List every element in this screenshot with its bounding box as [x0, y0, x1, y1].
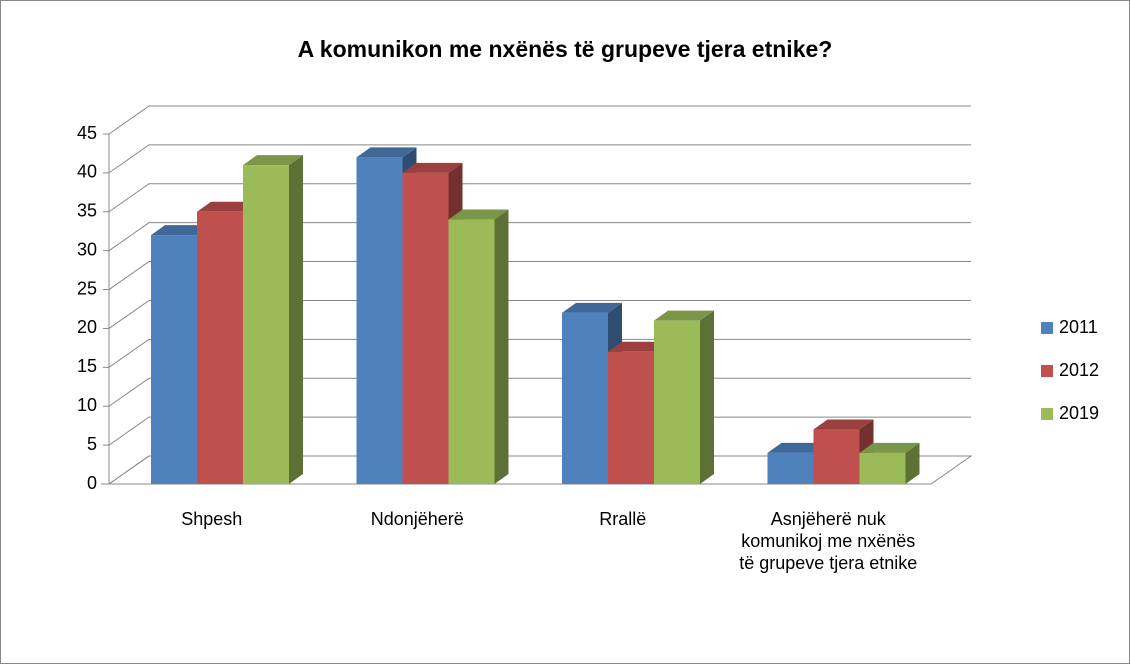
grid-line: [108, 183, 971, 213]
bar-front: [151, 235, 197, 484]
bar-front: [608, 351, 654, 484]
y-tick-label: 0: [87, 473, 97, 493]
legend-label: 2011: [1059, 317, 1098, 337]
legend-label: 2019: [1059, 403, 1099, 423]
bar-front: [356, 157, 403, 485]
bar-side: [494, 209, 509, 485]
legend-swatch: [1041, 322, 1053, 334]
bar-top: [197, 201, 257, 212]
y-tick-label: 10: [77, 395, 97, 415]
bar: [654, 310, 714, 484]
grid-line: [108, 105, 971, 135]
bar-front: [767, 452, 814, 484]
x-tick-label: Asnjëherë nuk komunikoj me nxënës të gru…: [739, 509, 918, 573]
bar-side: [700, 310, 714, 484]
legend-swatch: [1041, 365, 1053, 377]
y-tick-label: 15: [77, 356, 97, 376]
chart-title: A komunikon me nxënës të grupeve tjera e…: [298, 36, 833, 62]
grid-line: [108, 222, 971, 252]
y-tick-label: 30: [77, 239, 97, 259]
bar-front: [562, 312, 608, 484]
bar-top: [813, 419, 874, 430]
x-tick-label: Rrallë: [599, 509, 647, 529]
bar-front: [654, 320, 700, 484]
y-tick-label: 5: [87, 434, 97, 454]
bar-top: [402, 162, 463, 173]
legend-swatch: [1041, 408, 1053, 420]
bar-side: [905, 442, 920, 484]
x-tick-label: Shpesh: [181, 509, 243, 529]
bar-top: [859, 442, 920, 453]
bar-front: [243, 165, 289, 484]
y-tick-label: 20: [77, 317, 97, 337]
x-tick-label: Ndonjëherë: [370, 509, 464, 529]
bar-front: [402, 172, 449, 484]
bar-top: [356, 147, 417, 158]
bar-top: [562, 302, 622, 313]
y-tick-label: 35: [77, 201, 97, 221]
grid-line: [108, 144, 971, 174]
bar-top: [151, 225, 211, 236]
y-tick-label: 25: [77, 278, 97, 298]
bar-top: [767, 442, 828, 453]
bar-top: [654, 310, 714, 321]
bar-top: [243, 155, 303, 166]
bar-front: [813, 429, 860, 484]
bar-front: [197, 211, 243, 484]
legend-label: 2012: [1059, 360, 1099, 380]
grid-line: [108, 299, 971, 329]
bar-front: [448, 219, 495, 485]
bar-side: [289, 155, 303, 484]
bar-top: [608, 341, 668, 352]
bar-top: [448, 209, 509, 220]
y-tick-label: 40: [77, 162, 97, 182]
y-tick-label: 45: [77, 123, 97, 143]
bar: [243, 155, 303, 484]
bar: [859, 442, 920, 484]
grid-line: [108, 261, 971, 290]
bar: [448, 209, 509, 485]
bar-front: [859, 452, 906, 484]
